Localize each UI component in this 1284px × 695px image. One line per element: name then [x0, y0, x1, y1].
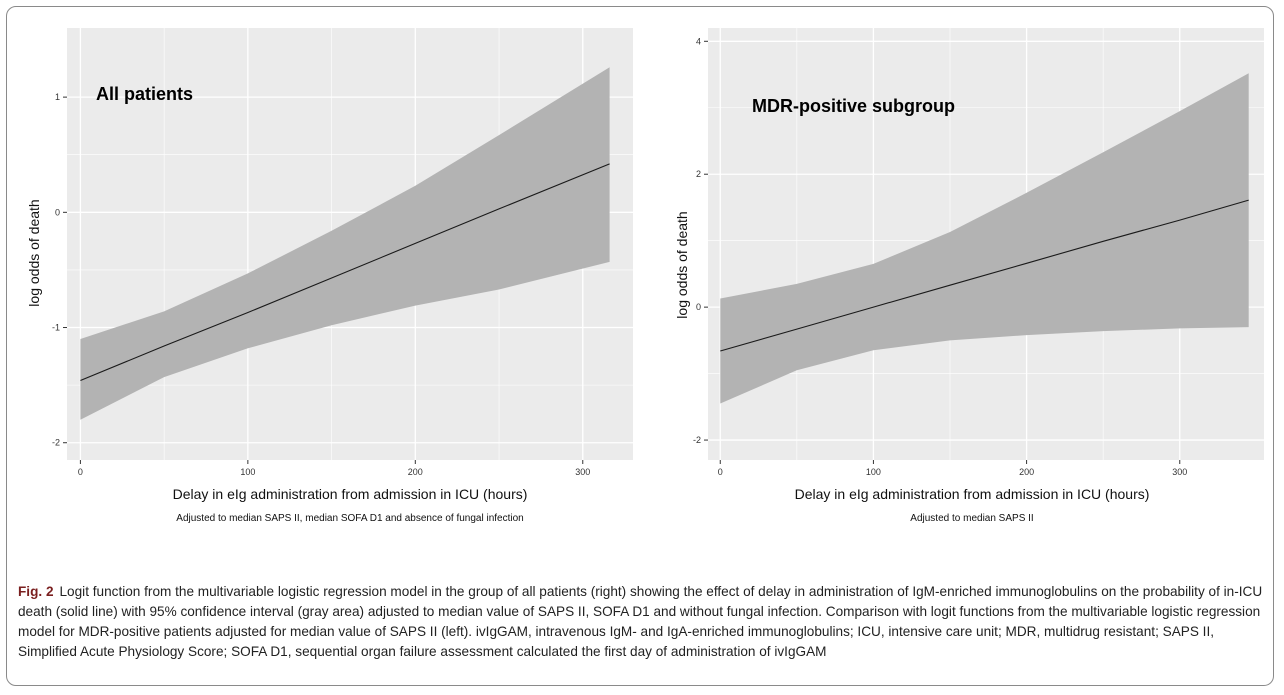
panel-title-all-patients: All patients: [96, 84, 193, 104]
chart-all-patients: 0 100 200 300 -2 -1 0 1 All patients log odds of…: [26, 28, 633, 524]
y-tick-label-all-patients: 1: [55, 92, 60, 102]
figure-caption: Fig. 2 Logit function from the multivaria…: [18, 582, 1268, 662]
y-axis-title-mdr-positive: log odds of death: [674, 211, 690, 318]
x-tick-label-all-patients: 100: [240, 467, 255, 477]
y-tick-label-all-patients: 0: [55, 207, 60, 217]
x-tick-label-mdr-positive: 0: [718, 467, 723, 477]
x-tick-label-all-patients: 200: [408, 467, 423, 477]
y-tick-label-all-patients: -2: [52, 438, 60, 448]
y-tick-label-mdr-positive: 4: [696, 36, 701, 46]
y-tick-label-mdr-positive: 0: [696, 302, 701, 312]
x-axis-title-all-patients: Delay in eIg administration from admissi…: [173, 486, 528, 502]
y-tick-label-all-patients: -1: [52, 323, 60, 333]
x-tick-label-mdr-positive: 100: [866, 467, 881, 477]
panel-title-mdr-positive: MDR-positive subgroup: [752, 96, 955, 116]
y-tick-label-mdr-positive: -2: [693, 435, 701, 445]
chart-mdr-positive: 0 100 200 300 -2 0 2 4 MDR-positive subgroup log…: [674, 28, 1264, 524]
x-tick-label-mdr-positive: 300: [1172, 467, 1187, 477]
y-axis-title-all-patients: log odds of death: [26, 199, 42, 306]
x-axis-title-mdr-positive: Delay in eIg administration from admissi…: [795, 486, 1150, 502]
figure-charts: 0 100 200 300-2-101 All patients log odds of…: [0, 0, 1284, 580]
caption-text: Logit function from the multivariable lo…: [18, 584, 1262, 659]
adjustment-note-all-patients: Adjusted to median SAPS II, median SOFA …: [176, 513, 523, 524]
x-tick-label-mdr-positive: 200: [1019, 467, 1034, 477]
y-tick-label-mdr-positive: 2: [696, 169, 701, 179]
x-tick-label-all-patients: 0: [78, 467, 83, 477]
figure-label: Fig. 2: [18, 584, 54, 599]
adjustment-note-mdr-positive: Adjusted to median SAPS II: [910, 513, 1033, 524]
x-tick-label-all-patients: 300: [575, 467, 590, 477]
